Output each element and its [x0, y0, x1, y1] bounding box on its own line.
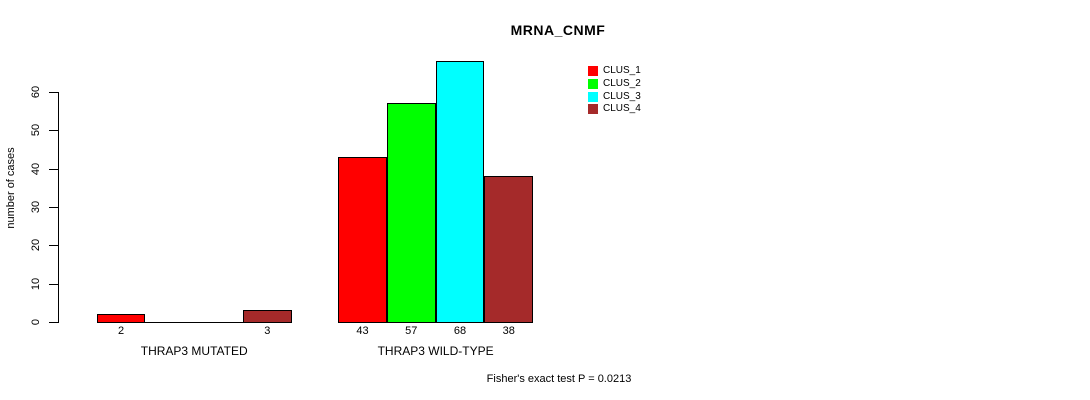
y-tick-label: 60: [30, 85, 42, 99]
y-tick-label: 10: [30, 277, 42, 291]
y-tick-mark: [49, 92, 58, 93]
bar-value-label: 2: [118, 325, 125, 337]
bar-clus_1-wild-type: [338, 157, 387, 323]
legend-swatch-icon: [588, 66, 598, 76]
legend-swatch-icon: [588, 91, 598, 102]
bar-clus_2-wild-type: [386, 103, 436, 323]
bar-clus_4-mutated: [242, 310, 292, 323]
legend-swatch-icon: [588, 104, 598, 115]
y-tick-mark: [49, 284, 58, 285]
y-tick-label: 0: [30, 318, 42, 326]
legend-label: CLUS_1: [603, 65, 641, 76]
y-tick-mark: [49, 207, 58, 208]
legend-swatch-icon: [588, 78, 598, 89]
y-tick-mark: [49, 245, 58, 246]
category-label: THRAP3 MUTATED: [140, 344, 248, 358]
bar-value-label: 38: [502, 325, 515, 337]
y-axis-label: number of cases: [5, 147, 17, 229]
bar-value-label: 3: [264, 325, 271, 337]
bar-clus_3-wild-type: [435, 61, 485, 323]
legend-label: CLUS_2: [603, 77, 641, 89]
bar-clus_4-wild-type: [484, 176, 534, 323]
y-tick-mark: [49, 322, 58, 323]
category-label: THRAP3 WILD-TYPE: [377, 344, 494, 358]
y-axis-line: [58, 92, 59, 323]
bar-value-label: 57: [405, 325, 418, 337]
y-tick-mark: [49, 130, 58, 131]
y-tick-label: 20: [30, 238, 42, 252]
y-tick-label: 50: [30, 123, 42, 137]
chart-title: MRNA_CNMF: [510, 22, 606, 38]
y-tick-label: 30: [30, 200, 42, 214]
annotation-text: Fisher's exact test P = 0.0213: [486, 373, 632, 385]
group-baseline: [96, 322, 292, 323]
bar-clus_1-mutated: [96, 314, 146, 323]
y-tick-mark: [49, 169, 58, 170]
legend-label: CLUS_3: [603, 90, 641, 102]
y-tick-label: 40: [30, 162, 42, 176]
bar-value-label: 43: [356, 325, 369, 337]
bar-value-label: 68: [453, 325, 467, 337]
legend-label: CLUS_4: [603, 103, 641, 115]
